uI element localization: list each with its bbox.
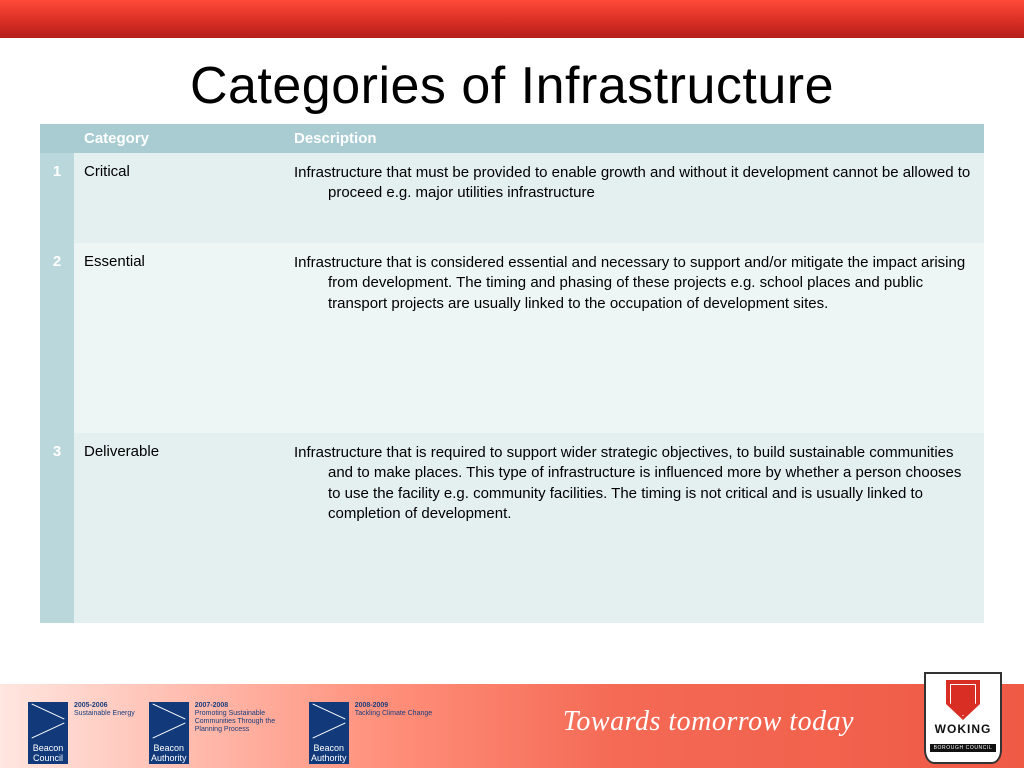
row-number: 2 xyxy=(40,243,74,433)
top-banner xyxy=(0,0,1024,36)
header-blank xyxy=(40,124,74,153)
badge-caption: 2008-2009 Tackling Climate Change xyxy=(355,702,432,718)
badge: BeaconCouncil 2005-2006 Sustainable Ener… xyxy=(28,702,135,764)
row-category: Essential xyxy=(74,243,284,433)
tagline: Towards tomorrow today xyxy=(563,706,854,738)
table-header-row: Category Description xyxy=(40,124,984,153)
row-description: Infrastructure that is considered essent… xyxy=(284,243,984,433)
star-icon xyxy=(28,702,68,742)
shield-icon xyxy=(946,680,980,720)
header-category: Category xyxy=(74,124,284,153)
row-description: Infrastructure that is required to suppo… xyxy=(284,433,984,623)
star-icon xyxy=(309,702,349,742)
table-container: Category Description 1 Critical Infrastr… xyxy=(0,124,1024,623)
badge: BeaconAuthority 2007-2008 Promoting Sust… xyxy=(149,702,295,764)
row-description: Infrastructure that must be provided to … xyxy=(284,153,984,243)
row-number: 1 xyxy=(40,153,74,243)
categories-table: Category Description 1 Critical Infrastr… xyxy=(40,124,984,623)
slide: Categories of Infrastructure Category De… xyxy=(0,0,1024,768)
page-title: Categories of Infrastructure xyxy=(0,38,1024,124)
badge-logo: BeaconAuthority xyxy=(149,702,189,764)
council-crest: WOKING BOROUGH COUNCIL xyxy=(924,672,1002,764)
star-icon xyxy=(149,702,189,742)
header-description: Description xyxy=(284,124,984,153)
badge-logo: BeaconAuthority xyxy=(309,702,349,764)
row-category: Deliverable xyxy=(74,433,284,623)
badge: BeaconAuthority 2008-2009 Tackling Clima… xyxy=(309,702,432,764)
table-row: 1 Critical Infrastructure that must be p… xyxy=(40,153,984,243)
crest-name: WOKING xyxy=(926,722,1000,736)
table-row: 2 Essential Infrastructure that is consi… xyxy=(40,243,984,433)
row-category: Critical xyxy=(74,153,284,243)
crest-sub: BOROUGH COUNCIL xyxy=(930,744,997,752)
row-number: 3 xyxy=(40,433,74,623)
badge-caption: 2007-2008 Promoting Sustainable Communit… xyxy=(195,702,295,734)
badge-logo: BeaconCouncil xyxy=(28,702,68,764)
footer: BeaconCouncil 2005-2006 Sustainable Ener… xyxy=(0,684,1024,768)
table-row: 3 Deliverable Infrastructure that is req… xyxy=(40,433,984,623)
badge-strip: BeaconCouncil 2005-2006 Sustainable Ener… xyxy=(28,702,432,764)
badge-caption: 2005-2006 Sustainable Energy xyxy=(74,702,135,718)
